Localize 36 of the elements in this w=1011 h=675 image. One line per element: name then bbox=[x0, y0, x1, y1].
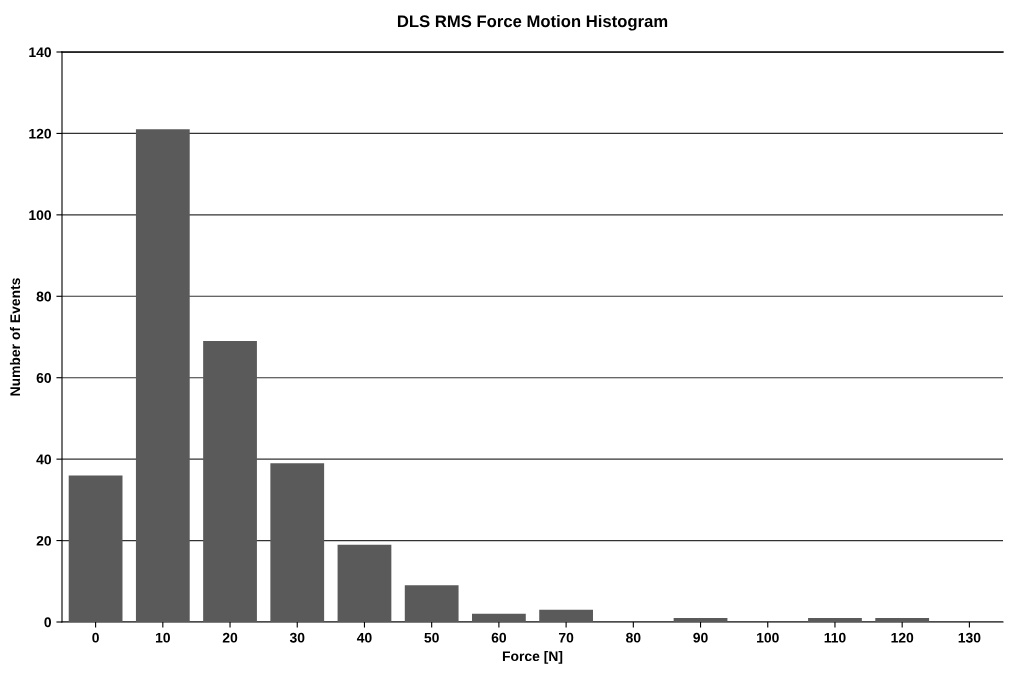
x-tick-label: 100 bbox=[757, 632, 779, 643]
x-tick-label: 90 bbox=[693, 632, 708, 643]
x-tick-label: 120 bbox=[891, 632, 914, 643]
x-tick-label: 60 bbox=[491, 632, 507, 643]
bar bbox=[808, 617, 862, 622]
bar bbox=[404, 585, 459, 622]
bar bbox=[270, 463, 325, 622]
y-tick-label: 120 bbox=[29, 128, 52, 139]
bar bbox=[337, 544, 392, 622]
bar bbox=[875, 617, 930, 622]
bar bbox=[539, 609, 593, 622]
x-tick-label: 130 bbox=[958, 632, 981, 643]
x-tick-label: 20 bbox=[222, 632, 238, 643]
chart-title: DLS RMS Force Motion Histogram bbox=[397, 14, 668, 31]
bar bbox=[68, 475, 123, 622]
x-tick-label: 70 bbox=[558, 632, 574, 643]
y-axis-title: Number of Events bbox=[9, 278, 21, 396]
bar bbox=[673, 617, 728, 622]
y-tick-label: 40 bbox=[36, 454, 52, 465]
y-tick-label: 0 bbox=[44, 617, 52, 628]
x-axis-title: Force [N] bbox=[502, 650, 563, 664]
y-tick-label: 140 bbox=[29, 47, 52, 58]
bar bbox=[135, 129, 190, 622]
x-tick-label: 30 bbox=[289, 632, 305, 643]
bar bbox=[203, 341, 257, 622]
bar bbox=[472, 613, 526, 622]
x-tick-label: 40 bbox=[356, 632, 372, 643]
x-tick-label: 50 bbox=[424, 632, 439, 643]
y-tick-label: 20 bbox=[36, 535, 52, 546]
x-tick-label: 110 bbox=[824, 632, 846, 643]
y-tick-label: 80 bbox=[36, 291, 52, 302]
x-tick-label: 10 bbox=[155, 632, 170, 643]
x-tick-label: 80 bbox=[626, 632, 641, 643]
y-tick-label: 60 bbox=[36, 373, 52, 383]
y-tick-label: 100 bbox=[29, 210, 52, 221]
x-tick-label: 0 bbox=[92, 632, 99, 643]
